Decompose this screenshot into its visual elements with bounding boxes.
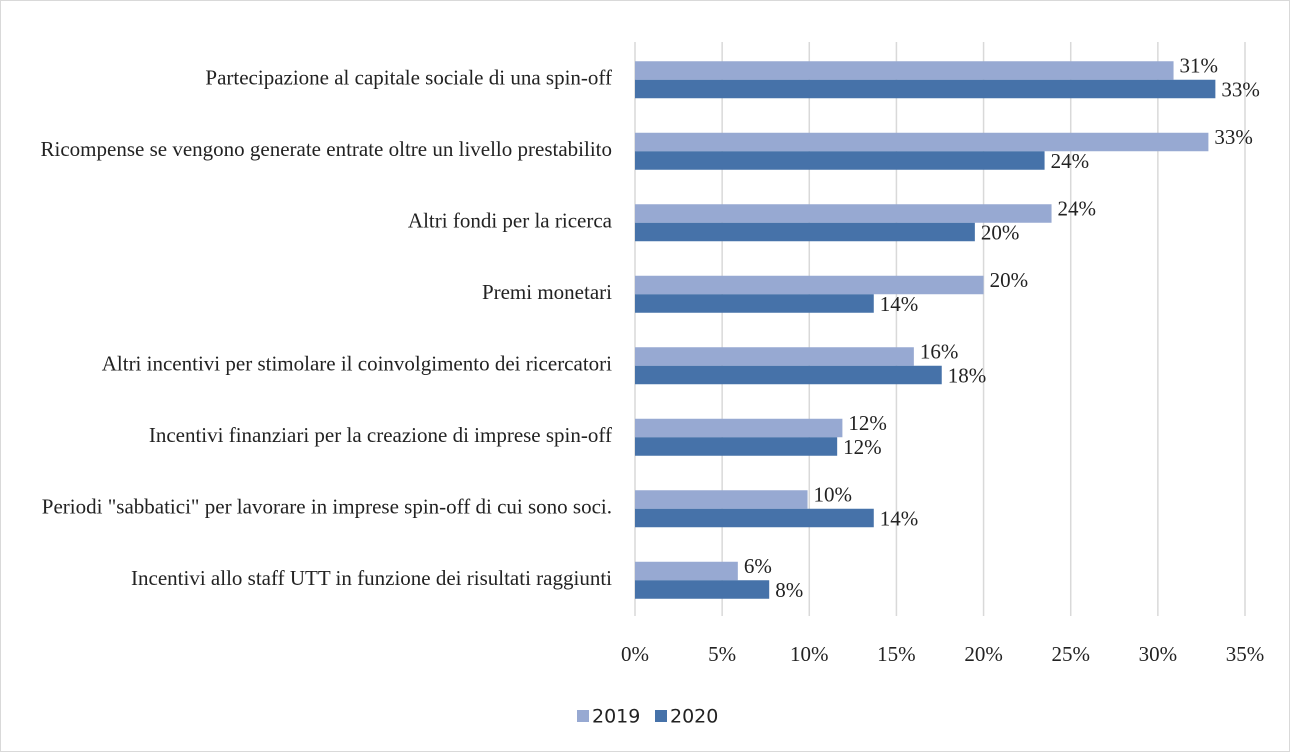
x-tick-label: 20% xyxy=(964,642,1003,666)
x-tick-label: 0% xyxy=(621,642,649,666)
bar xyxy=(635,61,1174,80)
category-label: Ricompense se vengono generate entrate o… xyxy=(41,137,612,161)
data-label: 6% xyxy=(744,554,772,578)
x-tick-label: 5% xyxy=(708,642,736,666)
data-label: 33% xyxy=(1221,78,1260,102)
bar xyxy=(635,437,838,456)
category-label: Partecipazione al capitale sociale di un… xyxy=(205,66,612,90)
bar xyxy=(635,561,738,581)
legend-swatch xyxy=(655,710,667,722)
bar xyxy=(635,294,874,313)
bar xyxy=(635,347,914,366)
bar xyxy=(635,151,1045,170)
bar xyxy=(635,490,808,509)
bar xyxy=(635,204,1052,223)
x-tick-label: 15% xyxy=(877,642,916,666)
data-label: 24% xyxy=(1051,149,1090,173)
legend-label: 2019 xyxy=(592,706,640,728)
data-label: 14% xyxy=(880,507,919,531)
category-label: Incentivi finanziari per la creazione di… xyxy=(149,423,612,447)
data-label: 31% xyxy=(1180,54,1219,78)
data-label: 18% xyxy=(948,364,987,388)
bar xyxy=(635,508,874,528)
bar xyxy=(635,418,843,438)
bar xyxy=(635,365,942,385)
category-label: Incentivi allo staff UTT in funzione dei… xyxy=(131,566,612,590)
data-label: 24% xyxy=(1058,197,1097,221)
data-label: 20% xyxy=(981,221,1020,245)
data-label: 10% xyxy=(814,483,853,507)
data-label: 14% xyxy=(880,292,919,316)
data-label: 8% xyxy=(775,578,803,602)
data-label: 12% xyxy=(843,435,882,459)
category-label: Altri fondi per la ricerca xyxy=(408,209,613,233)
data-label: 33% xyxy=(1214,125,1253,149)
x-tick-label: 35% xyxy=(1226,642,1265,666)
category-label: Premi monetari xyxy=(482,280,612,304)
bar xyxy=(635,580,770,599)
x-tick-label: 10% xyxy=(790,642,829,666)
data-label: 16% xyxy=(920,340,959,364)
legend-label: 2020 xyxy=(670,706,718,728)
bar xyxy=(635,79,1216,99)
legend-swatch xyxy=(577,710,589,722)
category-label: Periodi "sabbatici" per lavorare in impr… xyxy=(42,495,612,519)
bar xyxy=(635,132,1209,152)
category-label: Altri incentivi per stimolare il coinvol… xyxy=(102,352,612,376)
x-tick-label: 25% xyxy=(1051,642,1090,666)
bar xyxy=(635,222,975,242)
data-label: 20% xyxy=(990,268,1029,292)
data-label: 12% xyxy=(848,411,887,435)
bar xyxy=(635,275,984,295)
x-tick-label: 30% xyxy=(1139,642,1178,666)
